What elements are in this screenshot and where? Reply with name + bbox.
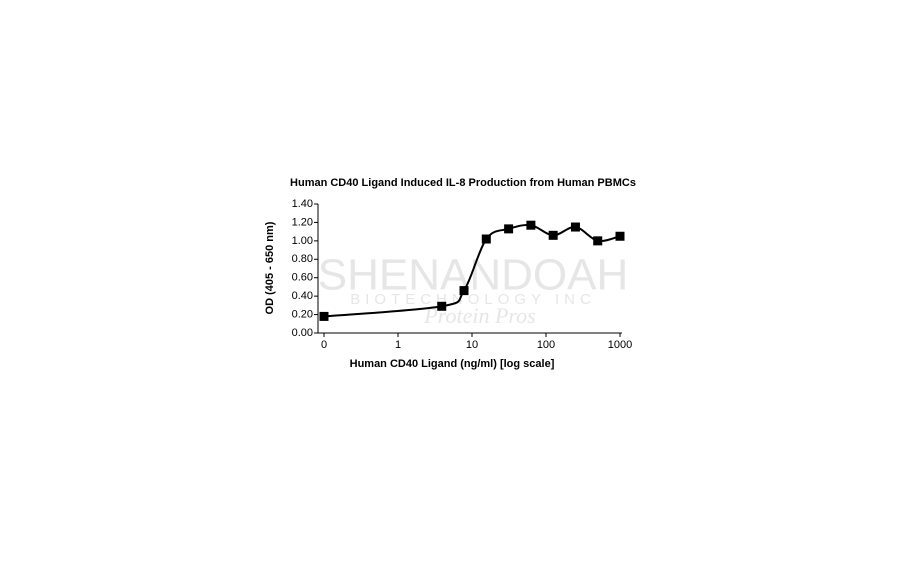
x-tick-label: 10 [466, 339, 478, 351]
x-tick-label: 1000 [608, 339, 632, 351]
data-point [504, 224, 514, 234]
y-tick-label: 0.80 [292, 253, 313, 265]
data-point [459, 286, 469, 296]
y-tick-label: 0.60 [292, 272, 313, 284]
y-axis-label: OD (405 - 650 nm) [264, 221, 276, 314]
chart-title: Human CD40 Ligand Induced IL-8 Productio… [290, 177, 636, 189]
data-point [593, 236, 603, 246]
data-point [319, 311, 329, 321]
data-point [437, 301, 447, 311]
y-tick-label: 0.00 [292, 327, 313, 339]
watermark: BIOTECHNOLOGY INC [350, 291, 596, 308]
data-point [570, 222, 580, 232]
series-line [323, 223, 621, 318]
x-tick-label: 1 [395, 339, 401, 351]
x-axis-label: Human CD40 Ligand (ng/ml) [log scale] [350, 358, 555, 370]
y-tick-label: 0.40 [292, 290, 313, 302]
data-point [481, 234, 491, 244]
data-point [526, 220, 536, 230]
y-tick-label: 1.40 [292, 198, 313, 210]
y-tick-label: 1.20 [292, 216, 313, 228]
y-tick-label: 0.20 [292, 308, 313, 320]
x-tick-label: 0 [321, 339, 327, 351]
data-point [615, 231, 625, 241]
x-tick-label: 100 [537, 339, 555, 351]
y-tick-label: 1.00 [292, 235, 313, 247]
watermark: SHENANDOAH [318, 251, 629, 300]
data-point [548, 230, 558, 240]
